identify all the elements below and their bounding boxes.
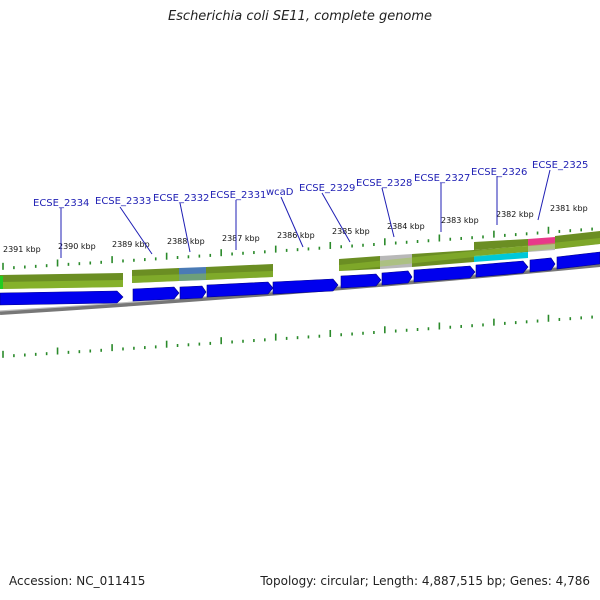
cog-block-2-shade	[132, 271, 273, 283]
cds-arrow-2	[132, 286, 180, 302]
gene-label-wcad[interactable]: wcaD	[266, 187, 294, 198]
gene-label-ecse-2331[interactable]: ECSE_2331	[210, 190, 266, 201]
gene-label-ecse-2325[interactable]: ECSE_2325	[532, 160, 588, 171]
cog-block-4	[206, 264, 273, 280]
cog-block-10	[528, 244, 555, 252]
topology-text: Topology: circular; Length: 4,887,515 bp…	[260, 574, 590, 588]
accession-text: Accession: NC_011415	[9, 574, 146, 588]
cds-arrow-6	[340, 273, 382, 289]
kbp-label: 2388 kbp	[167, 237, 205, 246]
gene-label-ecse-2329[interactable]: ECSE_2329	[299, 183, 355, 194]
kbp-label: 2389 kbp	[112, 240, 150, 249]
gene-label-ecse-2334[interactable]: ECSE_2334	[33, 198, 89, 209]
cog-block-6	[380, 254, 412, 269]
cog-ring	[0, 231, 600, 289]
map-title: Escherichia coli SE11, complete genome	[167, 9, 433, 24]
cog-block-3	[179, 267, 206, 281]
cds-arrow-10	[529, 257, 556, 273]
cog-block-2	[132, 268, 179, 283]
leader-line	[321, 192, 351, 243]
cog-block-8	[474, 246, 528, 256]
gene-label-ecse-2326[interactable]: ECSE_2326	[471, 167, 527, 178]
cds-arrow-9	[475, 260, 529, 278]
cog-block-8b	[474, 252, 528, 262]
gene-labels: ECSE_2334 ECSE_2333 ECSE_2332 ECSE_2331 …	[33, 160, 588, 258]
leader-line	[537, 169, 551, 221]
cds-arrow-7	[381, 270, 413, 286]
cds-arrow-1	[0, 290, 124, 306]
kbp-label: 2391 kbp	[3, 245, 41, 254]
kbp-label: 2387 kbp	[222, 234, 260, 243]
kbp-label: 2381 kbp	[550, 204, 588, 213]
cog-block-5-shade	[339, 238, 600, 271]
kbp-labels: 2391 kbp 2390 kbp 2389 kbp 2388 kbp 2387…	[3, 204, 588, 254]
cds-arrow-3	[179, 285, 207, 300]
cds-ring	[0, 251, 600, 306]
cog-block-11	[474, 239, 528, 250]
kbp-label: 2390 kbp	[58, 242, 96, 251]
gene-label-ecse-2333[interactable]: ECSE_2333	[95, 196, 151, 207]
cog-block-1-shade	[0, 280, 123, 289]
cog-block-12	[555, 231, 600, 249]
kbp-label: 2385 kbp	[332, 227, 370, 236]
cog-block-1-green-end	[0, 276, 3, 289]
kbp-label: 2383 kbp	[441, 216, 479, 225]
gene-label-ecse-2327[interactable]: ECSE_2327	[414, 173, 470, 184]
leader-line	[381, 187, 395, 238]
gene-label-ecse-2328[interactable]: ECSE_2328	[356, 178, 412, 189]
outer-tick-ring	[2, 226, 593, 270]
cds-arrow-8	[413, 265, 476, 283]
cog-block-7	[412, 250, 474, 267]
cds-arrow-4	[206, 281, 274, 298]
kbp-label: 2384 kbp	[387, 222, 425, 231]
cog-block-5	[339, 256, 380, 271]
inner-tick-ring	[2, 314, 593, 358]
leader-line	[280, 196, 304, 248]
leader-line	[179, 202, 191, 253]
gene-label-ecse-2332[interactable]: ECSE_2332	[153, 193, 209, 204]
cds-arrow-5	[272, 278, 339, 295]
kbp-label: 2382 kbp	[496, 210, 534, 219]
kbp-label: 2386 kbp	[277, 231, 315, 240]
leader-line	[119, 206, 153, 255]
cds-arrow-11	[556, 251, 600, 270]
